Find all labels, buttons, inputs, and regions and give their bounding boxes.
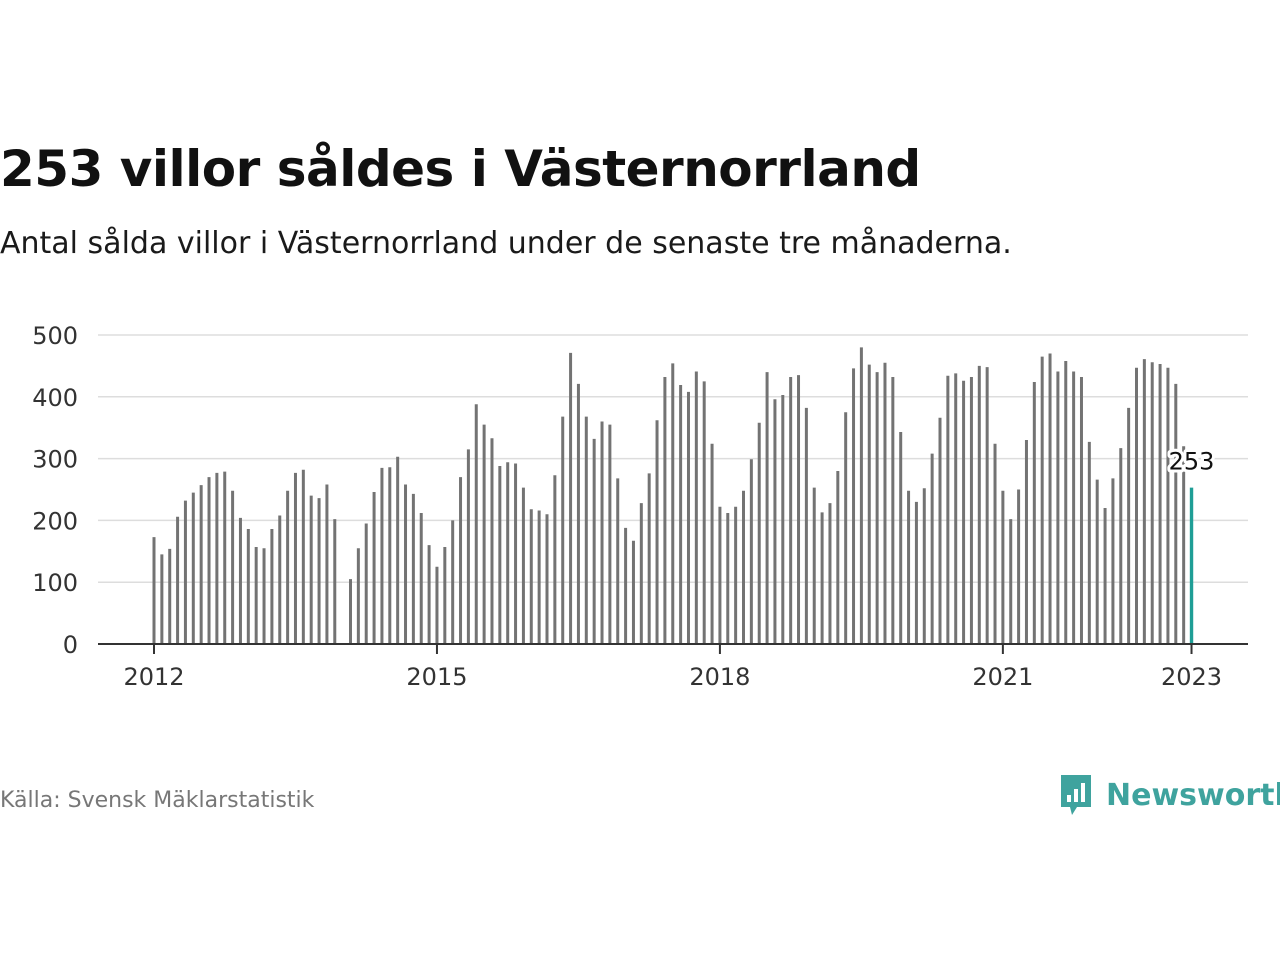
highlight-value-label: 253 (1169, 448, 1215, 476)
x-tick-label: 2018 (689, 663, 750, 691)
y-tick-label: 500 (32, 322, 78, 350)
x-tick-label: 2012 (123, 663, 184, 691)
chart-title: 253 villor såldes i Västernorrland (0, 140, 921, 198)
source-note: Källa: Svensk Mäklarstatistik (0, 788, 315, 813)
newsworthy-brand[interactable]: Newsworthy (1058, 772, 1280, 818)
x-tick-label: 2021 (972, 663, 1033, 691)
chart-subtitle: Antal sålda villor i Västernorrland unde… (0, 226, 1012, 261)
newsworthy-logo-icon (1061, 775, 1091, 815)
brand-name: Newsworthy (1106, 777, 1280, 813)
bar-chart: 0 100 200 300 400 500 2012 2015 2018 2021 2023 253 (32, 322, 1248, 691)
y-tick-label: 400 (32, 384, 78, 412)
x-tick-label: 2023 (1161, 663, 1222, 691)
y-tick-label: 300 (32, 446, 78, 474)
y-tick-label: 100 (32, 569, 78, 597)
y-tick-label: 200 (32, 507, 78, 535)
x-tick-label: 2015 (406, 663, 467, 691)
y-tick-label: 0 (63, 631, 78, 659)
